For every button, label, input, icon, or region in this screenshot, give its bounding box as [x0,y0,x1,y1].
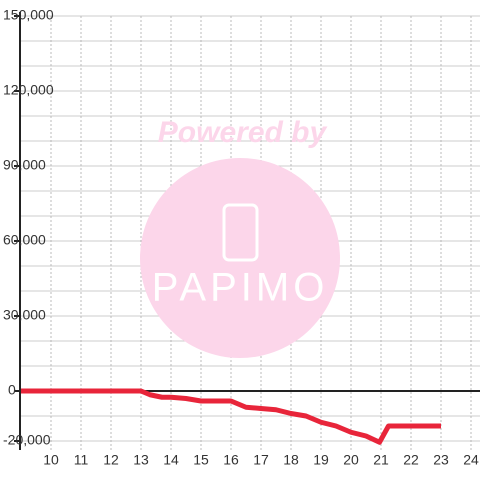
x-tick-label: 11 [74,452,89,468]
x-tick-label: 15 [193,452,209,468]
y-tick-label: 30,000 [3,307,46,323]
x-tick-label: 21 [373,452,389,468]
x-tick-label: 18 [283,452,299,468]
y-tick-label: 0 [8,382,16,398]
x-tick-label: 16 [223,452,239,468]
line-series [21,388,441,445]
watermark-circle [140,158,340,358]
y-tick-label: 150,000 [3,7,54,23]
y-tick-label: 60,000 [3,232,46,248]
watermark: Powered by PAPIMO [140,116,340,358]
x-tick-label: 19 [313,452,329,468]
watermark-line2: PAPIMO [152,266,329,310]
phone-icon [222,203,259,262]
x-tick-label: 22 [403,452,419,468]
x-tick-label: 14 [163,452,179,468]
y-tick-label: -20,000 [3,432,51,448]
x-tick-label: 23 [433,452,449,468]
x-tick-label: 12 [103,452,119,468]
x-tick-label: 13 [133,452,149,468]
x-tick-label: 10 [43,452,59,468]
watermark-line1: Powered by [158,116,328,149]
y-tick-label: 90,000 [3,157,46,173]
y-tick-label: 120,000 [3,82,54,98]
x-tick-label: 24 [463,452,479,468]
x-tick-label: 17 [253,452,269,468]
x-tick-label: 20 [343,452,359,468]
